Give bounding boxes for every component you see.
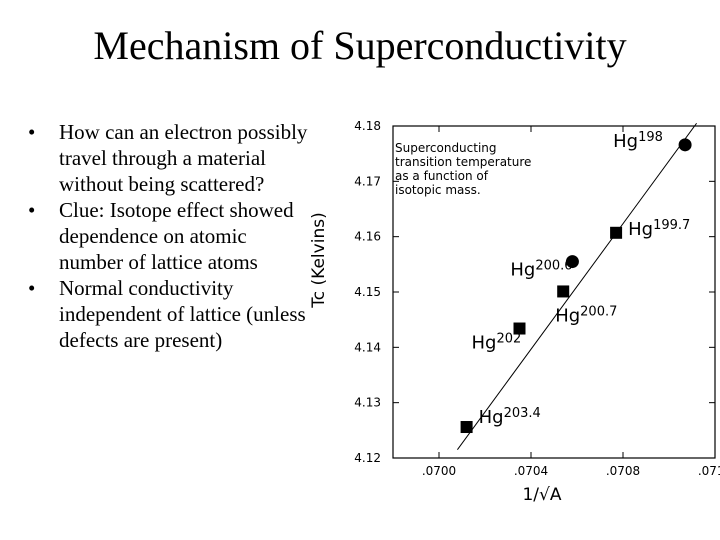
x-tick-label: .0712 <box>698 464 720 478</box>
y-tick-label: 4.12 <box>354 451 381 465</box>
y-axis-label: Tc (Kelvins) <box>309 212 329 308</box>
bullet-icon: • <box>28 276 36 300</box>
point-label: Hg200.6 <box>510 259 572 281</box>
bullet-icon: • <box>28 198 36 222</box>
annotation-line: transition temperature <box>395 155 531 169</box>
data-point <box>513 322 526 335</box>
x-tick-label: .0700 <box>422 464 456 478</box>
point-label: Hg200.7 <box>555 304 617 326</box>
chart-annotation: Superconducting transition temperature as … <box>395 141 531 197</box>
isotope-effect-chart: 4.12 4.13 4.14 4.15 4.16 4.17 4.18 .0700 .0704 .0… <box>309 119 720 505</box>
point-label: Hg202 <box>472 332 522 354</box>
x-axis-label: 1/√A <box>522 485 561 505</box>
y-tick-label: 4.15 <box>354 285 381 299</box>
bullet-list: • How can an electron possibly travel thr… <box>28 119 308 353</box>
bullet-text: How can an electron possibly travel thro… <box>59 120 308 196</box>
point-label: Hg199.7 <box>628 218 690 240</box>
fit-line <box>456 122 698 450</box>
data-point <box>460 421 473 434</box>
bullet-icon: • <box>28 120 36 144</box>
x-tick-label: .0708 <box>606 464 640 478</box>
bullet-item: • Normal conductivity independent of latt… <box>28 275 308 353</box>
point-label: Hg198 <box>613 130 663 152</box>
bullet-item: • Clue: Isotope effect showed dependence … <box>28 197 308 275</box>
y-tick-label: 4.13 <box>354 396 381 410</box>
annotation-line: as a function of <box>395 169 489 183</box>
data-point <box>565 255 579 269</box>
bullet-item: • How can an electron possibly travel thr… <box>28 119 308 197</box>
annotation-line: Superconducting <box>395 141 497 155</box>
point-label: Hg203.4 <box>479 406 541 428</box>
annotation-line: isotopic mass. <box>395 183 481 197</box>
y-tick-label: 4.17 <box>354 174 381 188</box>
y-tick-label: 4.14 <box>354 340 381 354</box>
bullet-text: Clue: Isotope effect showed dependence o… <box>59 198 294 274</box>
bullet-text: Normal conductivity independent of latti… <box>59 276 306 352</box>
data-point <box>610 226 623 239</box>
data-point <box>678 138 692 152</box>
x-tick-label: .0704 <box>514 464 548 478</box>
y-tick-label: 4.18 <box>354 119 381 133</box>
y-tick-label: 4.16 <box>354 230 381 244</box>
slide-title: Mechanism of Superconductivity <box>93 23 627 68</box>
data-point <box>557 285 570 298</box>
